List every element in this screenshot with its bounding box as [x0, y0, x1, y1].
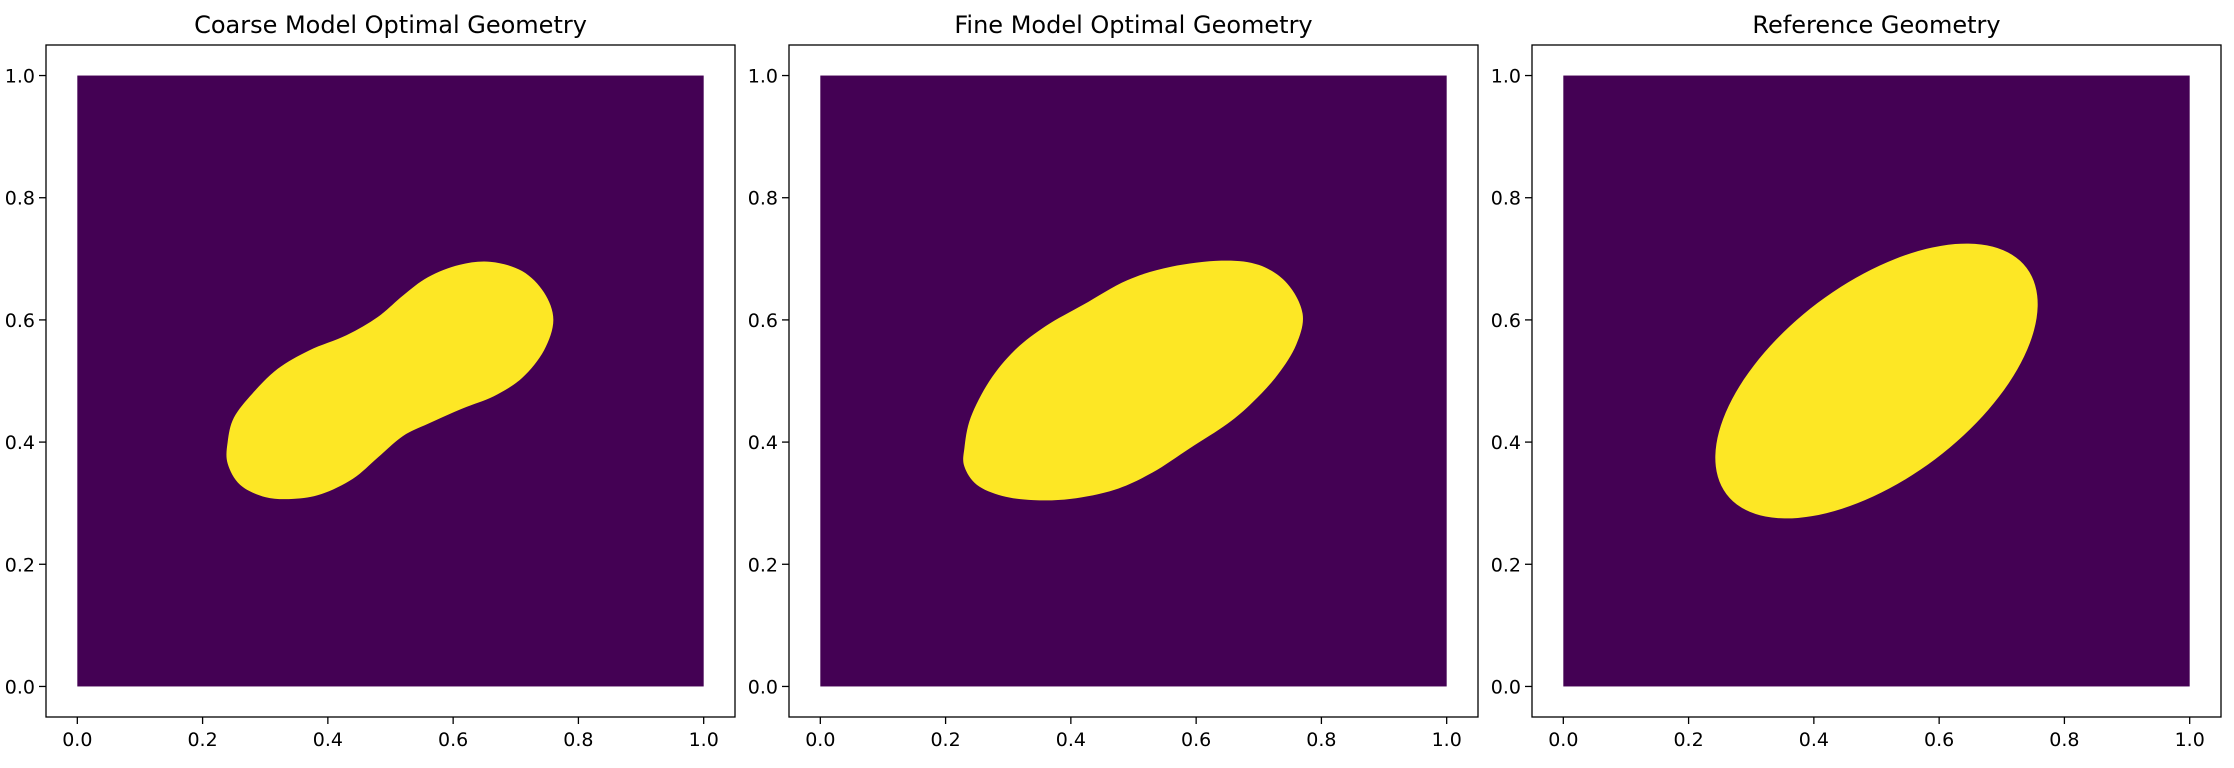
inclusion-region — [963, 260, 1303, 501]
y-tick-label: 0.4 — [748, 432, 778, 454]
x-tick-label: 0.4 — [1056, 729, 1086, 751]
x-tick-label: 1.0 — [1432, 729, 1462, 751]
x-tick-label: 0.8 — [563, 729, 593, 751]
y-tick-label: 0.8 — [748, 188, 778, 210]
panel-3: Reference Geometry 0.0 0.2 0.4 0.6 0.8 1.0 0.0 0… — [1491, 11, 2222, 751]
x-tick-label: 0.0 — [805, 729, 835, 751]
axes-frame — [788, 44, 1479, 718]
y-tick-label: 1.0 — [748, 66, 778, 88]
x-tick-label: 0.2 — [1673, 729, 1703, 751]
panel-2: Fine Model Optimal Geometry 0.0 0.2 0.4 0.6 0… — [748, 11, 1479, 751]
x-tick-label: 1.0 — [2175, 729, 2205, 751]
panel-title: Coarse Model Optimal Geometry — [194, 11, 587, 39]
x-tick-label: 0.4 — [1799, 729, 1829, 751]
y-tick-label: 0.2 — [5, 554, 35, 576]
y-tick-label: 0.0 — [5, 676, 35, 698]
y-tick-label: 0.8 — [1491, 188, 1521, 210]
y-tick-label: 0.2 — [1491, 554, 1521, 576]
y-tick-label: 1.0 — [5, 66, 35, 88]
x-tick-label: 0.8 — [2049, 729, 2079, 751]
x-tick-label: 0.6 — [1924, 729, 1954, 751]
x-tick-label: 0.6 — [1181, 729, 1211, 751]
panel-title: Reference Geometry — [1752, 11, 2000, 39]
y-tick-label: 0.6 — [1491, 310, 1521, 332]
y-tick-label: 0.0 — [1491, 676, 1521, 698]
inclusion-region — [226, 261, 554, 500]
y-tick-label: 0.6 — [5, 310, 35, 332]
x-tick-label: 0.6 — [438, 729, 468, 751]
x-tick-label: 0.4 — [313, 729, 343, 751]
x-tick-label: 0.0 — [1548, 729, 1578, 751]
x-tick-label: 0.2 — [187, 729, 217, 751]
axes-frame — [1531, 44, 2222, 718]
x-tick-label: 0.2 — [930, 729, 960, 751]
y-tick-label: 0.8 — [5, 188, 35, 210]
x-tick-label: 1.0 — [689, 729, 719, 751]
panel-1: Coarse Model Optimal Geometry 0.0 0.2 0.4 0.… — [5, 11, 736, 751]
x-tick-label: 0.8 — [1306, 729, 1336, 751]
axes-frame — [45, 44, 736, 718]
y-tick-label: 0.6 — [748, 310, 778, 332]
y-tick-label: 0.4 — [1491, 432, 1521, 454]
y-tick-label: 0.2 — [748, 554, 778, 576]
y-tick-label: 0.4 — [5, 432, 35, 454]
y-tick-label: 1.0 — [1491, 66, 1521, 88]
x-tick-label: 0.0 — [62, 729, 92, 751]
inclusion-region — [1715, 243, 2038, 519]
panel-title: Fine Model Optimal Geometry — [954, 11, 1312, 39]
y-tick-label: 0.0 — [748, 676, 778, 698]
